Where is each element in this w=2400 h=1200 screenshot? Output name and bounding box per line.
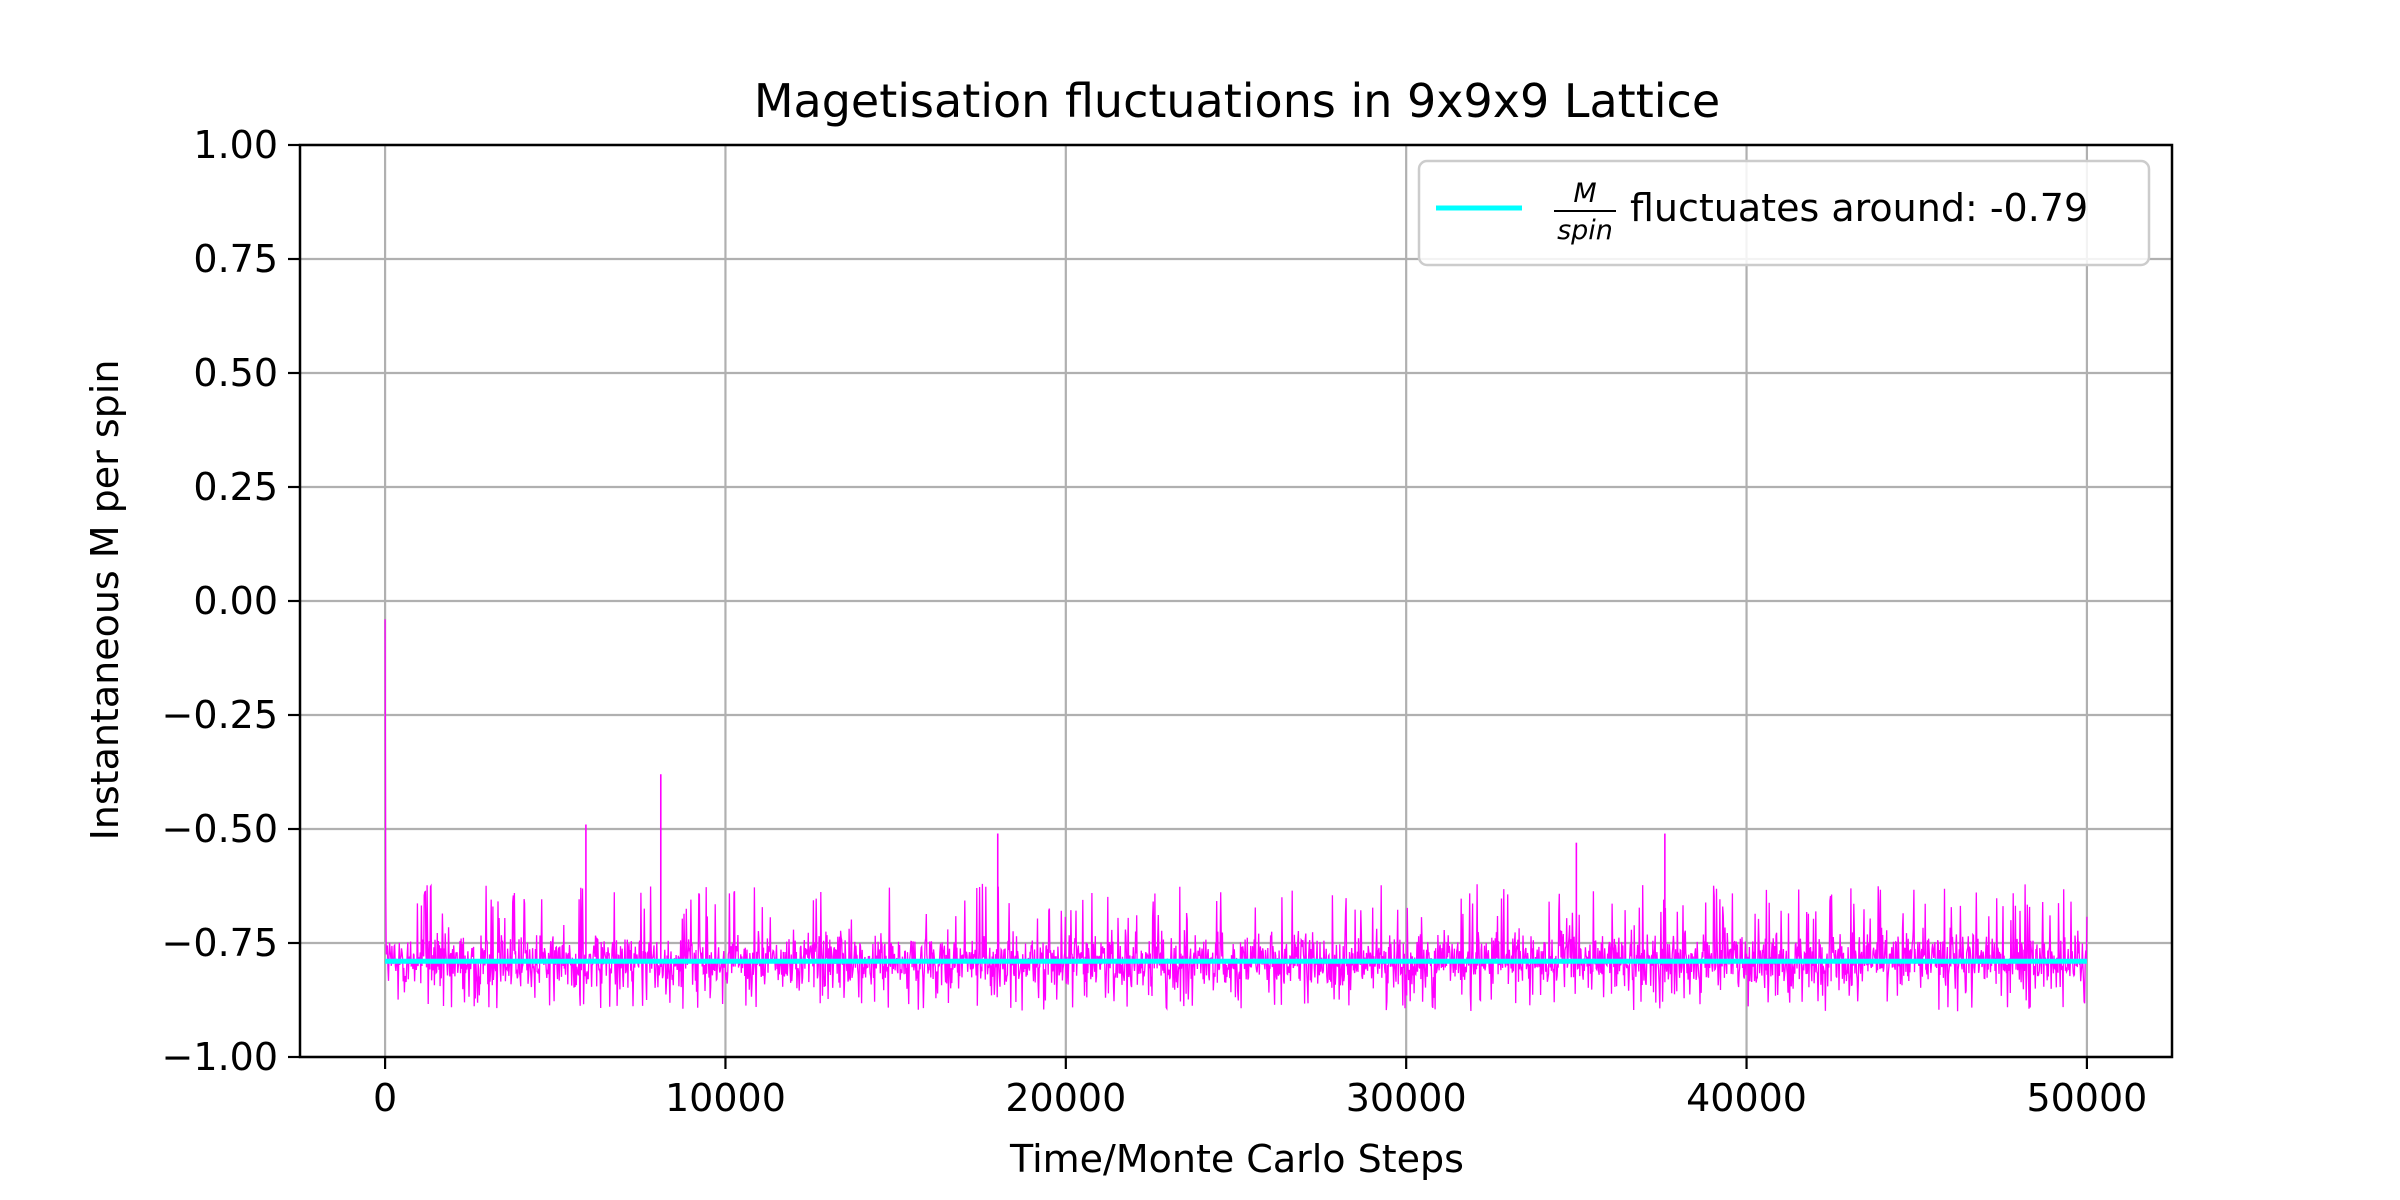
y-tick-label: 0.75: [193, 237, 278, 281]
legend-label: fluctuates around: -0.79: [1630, 186, 2088, 230]
legend-box: [1417, 159, 2151, 267]
x-tick-label: 50000: [2026, 1076, 2147, 1120]
x-tick-label: 0: [373, 1076, 397, 1120]
x-tick-label: 20000: [1005, 1076, 1126, 1120]
y-tick-label: −0.75: [162, 921, 278, 965]
chart-title: Magetisation fluctuations in 9x9x9 Latti…: [754, 74, 1720, 128]
x-axis-label: Time/Monte Carlo Steps: [1009, 1137, 1464, 1181]
axis-ticks: 0 10000 20000 30000 40000 50000 1.00 0.75 0.50 0.…: [162, 123, 2148, 1120]
y-tick-label: 0.50: [193, 351, 278, 395]
y-tick-label: 1.00: [193, 123, 278, 167]
y-tick-label: −0.25: [162, 693, 278, 737]
x-tick-label: 40000: [1686, 1076, 1807, 1120]
legend-fraction-denominator: spin: [1557, 215, 1613, 246]
x-tick-label: 30000: [1346, 1076, 1467, 1120]
y-axis-label: Instantaneous M per spin: [83, 360, 127, 841]
y-tick-label: −1.00: [162, 1035, 278, 1079]
y-tick-label: −0.50: [162, 807, 278, 851]
y-tick-label: 0.25: [193, 465, 278, 509]
legend-fraction-numerator: M: [1573, 178, 1596, 209]
x-tick-label: 10000: [665, 1076, 786, 1120]
y-tick-label: 0.00: [193, 579, 278, 623]
legend: M spin fluctuates around: -0.79: [1417, 159, 2151, 267]
